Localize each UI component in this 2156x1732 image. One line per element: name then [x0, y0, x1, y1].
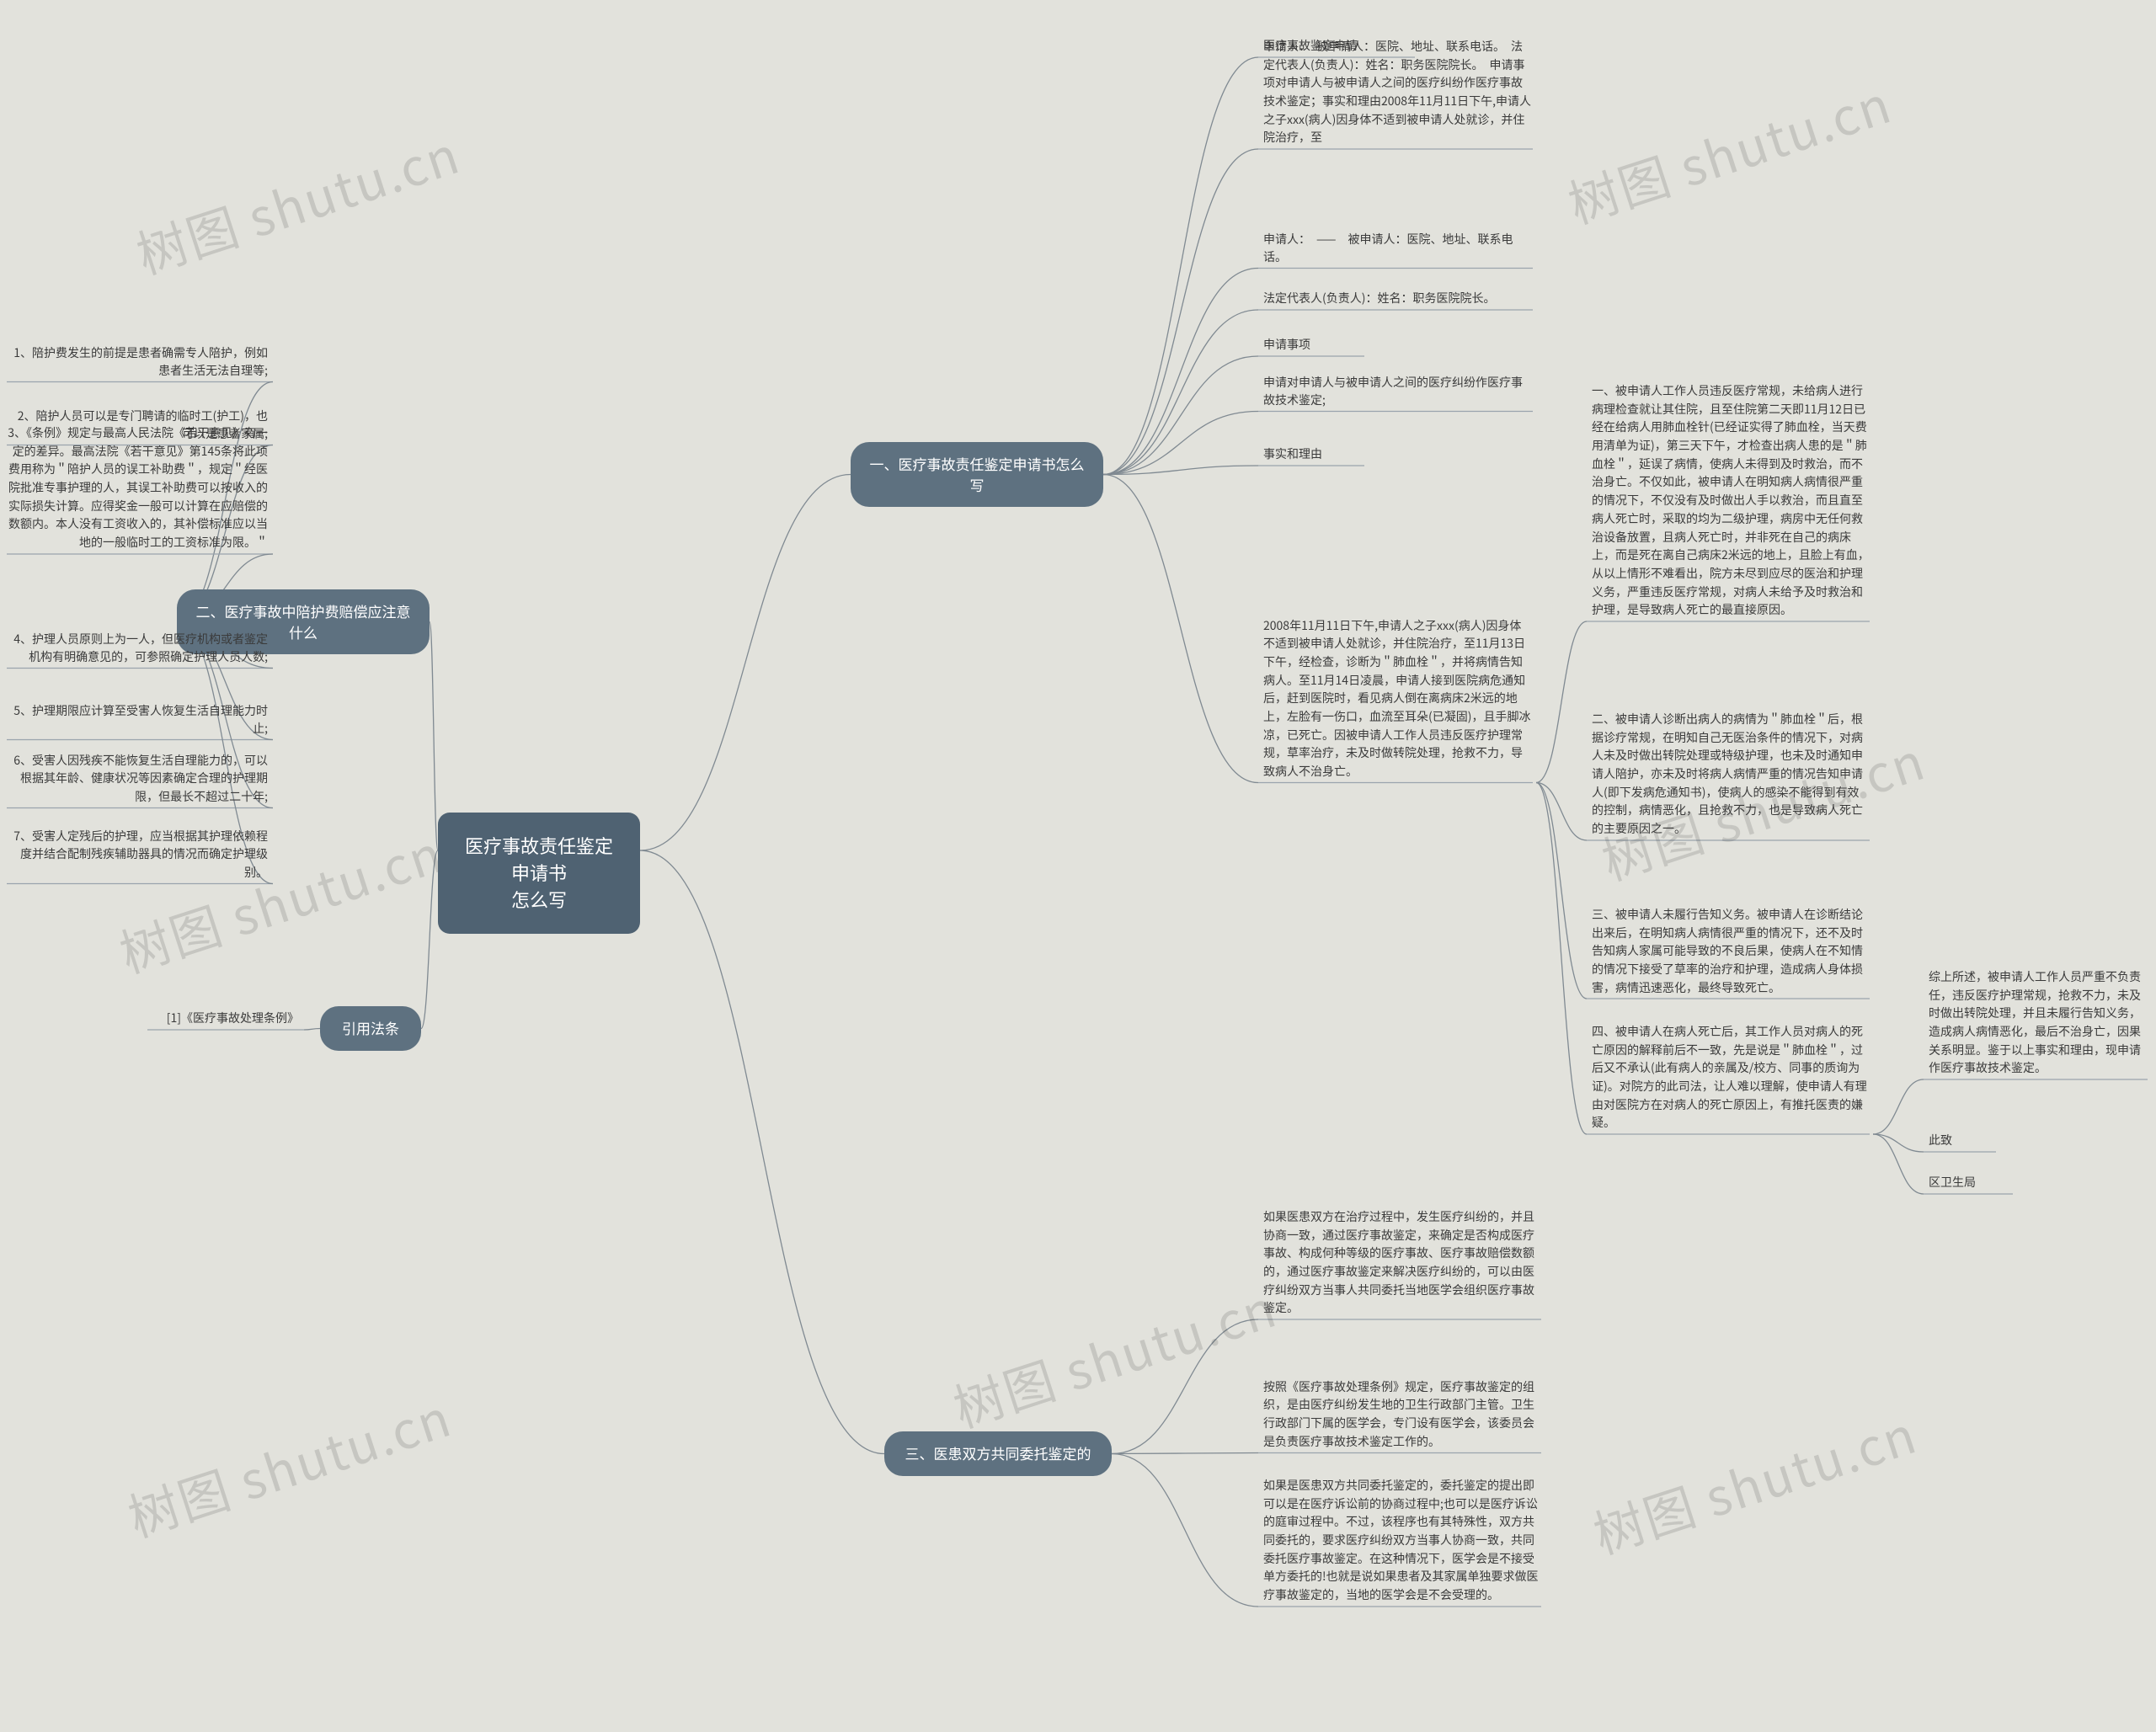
leaf-node[interactable]: 3、《条例》规定与最高人民法院《若干意见》有一定的差异。最高法院《若干意见》第1… — [7, 424, 268, 552]
leaf-node[interactable]: 申请人： 被申请人：医院、地址、联系电话。 法定代表人(负责人)：姓名：职务医院… — [1263, 38, 1533, 147]
leaf-node[interactable]: [1]《医疗事故处理条例》 — [147, 1010, 299, 1028]
leaf-node[interactable]: 6、受害人因残疾不能恢复生活自理能力的，可以根据其年龄、健康状况等因素确定合理的… — [7, 752, 268, 807]
watermark: 树图 shutu.cn — [126, 115, 468, 289]
leaf-node[interactable]: 区卫生局 — [1929, 1174, 2013, 1192]
watermark: 树图 shutu.cn — [943, 1269, 1285, 1442]
leaf-node[interactable]: 4、护理人员原则上为一人，但医疗机构或者鉴定机构有明确意见的，可参照确定护理人员… — [7, 631, 268, 667]
leaf-node[interactable]: 三、被申请人未履行告知义务。被申请人在诊断结论出来后，在明知病人病情很严重的情况… — [1592, 906, 1870, 997]
leaf-node[interactable]: 7、受害人定残后的护理，应当根据其护理依赖程度并结合配制残疾辅助器具的情况而确定… — [7, 828, 268, 882]
leaf-node[interactable]: 一、被申请人工作人员违反医疗常规，未给病人进行病理检查就让其住院，且至住院第二天… — [1592, 382, 1870, 620]
branch-node[interactable]: 引用法条 — [320, 1006, 421, 1051]
leaf-node[interactable]: 综上所述，被申请人工作人员严重不负责任，违反医疗护理常规，抢救不力，未及时做出转… — [1929, 968, 2148, 1078]
branch-node[interactable]: 一、医疗事故责任鉴定申请书怎么 写 — [851, 442, 1103, 507]
leaf-node[interactable]: 1、陪护费发生的前提是患者确需专人陪护，例如患者生活无法自理等; — [7, 344, 268, 381]
leaf-node[interactable]: 2008年11月11日下午,申请人之子xxx(病人)因身体不适到被申请人处就诊，… — [1263, 617, 1533, 781]
leaf-node[interactable]: 5、护理期限应计算至受害人恢复生活自理能力时止; — [7, 702, 268, 738]
leaf-node[interactable]: 事实和理由 — [1263, 445, 1364, 464]
mindmap-canvas: 树图 shutu.cn 树图 shutu.cn 树图 shutu.cn 树图 shut… — [0, 0, 2156, 1732]
watermark: 树图 shutu.cn — [118, 1378, 460, 1552]
leaf-node[interactable]: 申请事项 — [1263, 336, 1364, 354]
leaf-node[interactable]: 按照《医疗事故处理条例》规定，医疗事故鉴定的组织，是由医疗纠纷发生地的卫生行政部… — [1263, 1378, 1541, 1452]
watermark: 树图 shutu.cn — [1558, 65, 1900, 238]
leaf-node[interactable]: 申请对申请人与被申请人之间的医疗纠纷作医疗事故技术鉴定; — [1263, 374, 1533, 410]
leaf-node[interactable]: 二、被申请人诊断出病人的病情为＂肺血栓＂后，根据诊疗常规，在明知自己无医治条件的… — [1592, 711, 1870, 839]
leaf-node[interactable]: 法定代表人(负责人)：姓名：职务医院院长。 — [1263, 290, 1533, 308]
leaf-node[interactable]: 此致 — [1929, 1132, 1996, 1150]
branch-node[interactable]: 三、医患双方共同委托鉴定的 — [884, 1431, 1112, 1476]
root-node[interactable]: 医疗事故责任鉴定申请书 怎么写 — [438, 813, 640, 934]
leaf-node[interactable]: 如果是医患双方共同委托鉴定的，委托鉴定的提出即可以是在医疗诉讼前的协商过程中;也… — [1263, 1477, 1541, 1605]
leaf-node[interactable]: 申请人： —— 被申请人：医院、地址、联系电话。 — [1263, 231, 1533, 267]
watermark: 树图 shutu.cn — [1583, 1395, 1925, 1569]
leaf-node[interactable]: 四、被申请人在病人死亡后，其工作人员对病人的死亡原因的解释前后不一致，先是说是＂… — [1592, 1023, 1870, 1132]
leaf-node[interactable]: 如果医患双方在治疗过程中，发生医疗纠纷的，并且协商一致，通过医疗事故鉴定，来确定… — [1263, 1208, 1541, 1318]
